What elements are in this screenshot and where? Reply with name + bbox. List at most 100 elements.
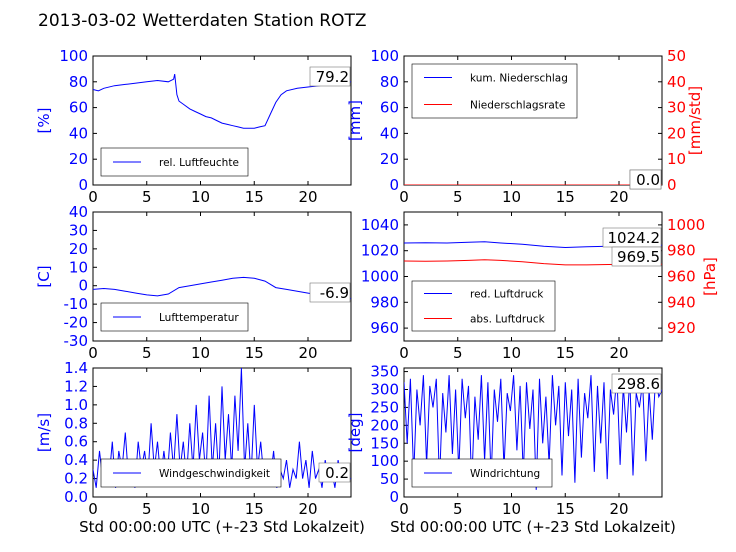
x-tick-label: 20	[609, 344, 628, 362]
y-tick-label: 300	[370, 381, 399, 399]
x-axis-label: Std 00:00:00 UTC (+-23 Std Lokalzeit)	[390, 518, 676, 536]
legend-label-1: rel. Luftfeuchte	[159, 157, 239, 169]
y-tick-label: 60	[380, 99, 399, 117]
y2-tick-label: 920	[667, 319, 696, 337]
legend-box	[411, 63, 578, 119]
last-value-badge: 1024.2	[608, 229, 661, 247]
y-tick-label: 40	[69, 124, 88, 142]
x-tick-label: 0	[399, 344, 409, 362]
x-tick-label: 10	[502, 188, 521, 206]
chart-panel-1: 0 5 10 15 20 0 20 40 60 80 100 [%] rel. Luftfeuchte 7…	[35, 47, 352, 206]
legend-label-1: kum. Niederschlag	[470, 73, 568, 85]
y-tick-label: 10	[69, 258, 88, 276]
x-tick-label: 0	[88, 188, 98, 206]
legend: Windrichtung	[411, 458, 553, 488]
y-tick-label: 0.6	[64, 433, 88, 451]
y-tick-label: 0	[389, 176, 399, 194]
x-tick-label: 5	[453, 344, 463, 362]
legend: Windgeschwindigkeit	[100, 458, 282, 488]
y-axis-label: [m/s]	[35, 413, 53, 452]
y-axis-label: [mm]	[346, 100, 364, 141]
last-value-badge: 0.2	[325, 464, 349, 482]
chart-panel-4: 0 5 10 15 20 960 980 1000 1020 1040 920 940 960 980 10…	[361, 211, 719, 362]
series-line-1	[93, 73, 351, 129]
x-tick-label: 10	[502, 500, 521, 518]
x-tick-label: 5	[142, 500, 152, 518]
y2-axis-label: [mm/std]	[686, 86, 704, 155]
legend-label-2: Niederschlagsrate	[470, 100, 565, 112]
x-tick-label: 20	[298, 188, 317, 206]
y-axis-label: [hPa]	[701, 257, 719, 296]
y-tick-label: 20	[69, 150, 88, 168]
legend: red. Luftdruck abs. Luftdruck	[411, 280, 556, 332]
y-axis-label: [deg]	[346, 413, 364, 453]
x-tick-label: 5	[453, 500, 463, 518]
last-value-badge-box	[309, 66, 351, 87]
legend: Lufttemperatur	[100, 302, 249, 332]
y-tick-label: 0.0	[64, 488, 88, 506]
legend-box	[411, 280, 556, 332]
x-tick-label: 10	[502, 344, 521, 362]
x-tick-label: 15	[245, 344, 264, 362]
y-tick-label: 20	[380, 150, 399, 168]
y-tick-label: 50	[380, 470, 399, 488]
y-tick-label: 0	[389, 488, 399, 506]
x-axis-label: Std 00:00:00 UTC (+-23 Std Lokalzeit)	[79, 518, 365, 536]
y-tick-label: 350	[370, 363, 399, 381]
y-tick-label: 200	[370, 416, 399, 434]
x-tick-label: 20	[609, 500, 628, 518]
last-value-badge-2: 969.5	[617, 248, 660, 266]
y-tick-label: 150	[370, 434, 399, 452]
y-tick-label: 100	[370, 452, 399, 470]
y-tick-label: 0.4	[64, 451, 88, 469]
series-line-1	[404, 375, 662, 490]
y-tick-label: 1.4	[64, 359, 88, 377]
y-tick-label: 250	[370, 398, 399, 416]
y-tick-label: 40	[380, 124, 399, 142]
y-tick-label: 1000	[361, 268, 399, 286]
y2-tick-label: 960	[667, 268, 696, 286]
x-tick-label: 0	[399, 500, 409, 518]
chart-panel-3: 0 5 10 15 20-30-20-10010203040[C]Lufttempera…	[35, 203, 352, 362]
y2-tick-label: 980	[667, 242, 696, 260]
y-tick-label: -20	[64, 314, 89, 332]
y-tick-label: 1.2	[64, 377, 88, 395]
y-tick-label: 80	[380, 73, 399, 91]
y-tick-label: 80	[69, 73, 88, 91]
y-axis-label: [C]	[35, 265, 53, 287]
last-value-badge-2-box	[629, 169, 662, 190]
y-tick-label: -10	[64, 295, 89, 313]
last-value-badge: -6.9	[320, 284, 349, 302]
y2-tick-label: 50	[667, 47, 686, 65]
y-tick-label: 0	[78, 277, 88, 295]
y2-tick-label: 1000	[667, 216, 705, 234]
y-tick-label: 60	[69, 99, 88, 117]
x-tick-label: 15	[556, 344, 575, 362]
last-value-badge-2: 0.0	[636, 171, 660, 189]
x-tick-label: 15	[556, 188, 575, 206]
x-tick-label: 5	[142, 188, 152, 206]
x-tick-label: 10	[191, 188, 210, 206]
y2-tick-label: 30	[667, 99, 686, 117]
legend-label-1: Lufttemperatur	[159, 312, 239, 324]
series-line-1	[93, 276, 351, 300]
chart-panel-2: 0 5 10 15 20 0 20 40 60 80 100 0 10 20 30 40 50 [mm] [mm/s…	[346, 47, 704, 206]
y2-tick-label: 20	[667, 124, 686, 142]
x-tick-label: 0	[399, 188, 409, 206]
legend: kum. Niederschlag Niederschlagsrate	[411, 63, 578, 119]
last-value-badge-box	[309, 282, 351, 303]
y2-tick-label: 940	[667, 293, 696, 311]
x-tick-label: 20	[298, 500, 317, 518]
y2-tick-label: 40	[667, 73, 686, 91]
legend-label-1: Windgeschwindigkeit	[159, 468, 270, 480]
figure-title: 2013-03-02 Wetterdaten Station ROTZ	[38, 11, 367, 31]
y-tick-label: 100	[370, 47, 399, 65]
x-tick-label: 10	[191, 344, 210, 362]
y-tick-label: 20	[69, 240, 88, 258]
last-value-badge-2-box	[611, 246, 662, 267]
legend-label-2: abs. Luftdruck	[470, 314, 546, 326]
x-tick-label: 10	[191, 500, 210, 518]
y-tick-label: 0.2	[64, 470, 88, 488]
